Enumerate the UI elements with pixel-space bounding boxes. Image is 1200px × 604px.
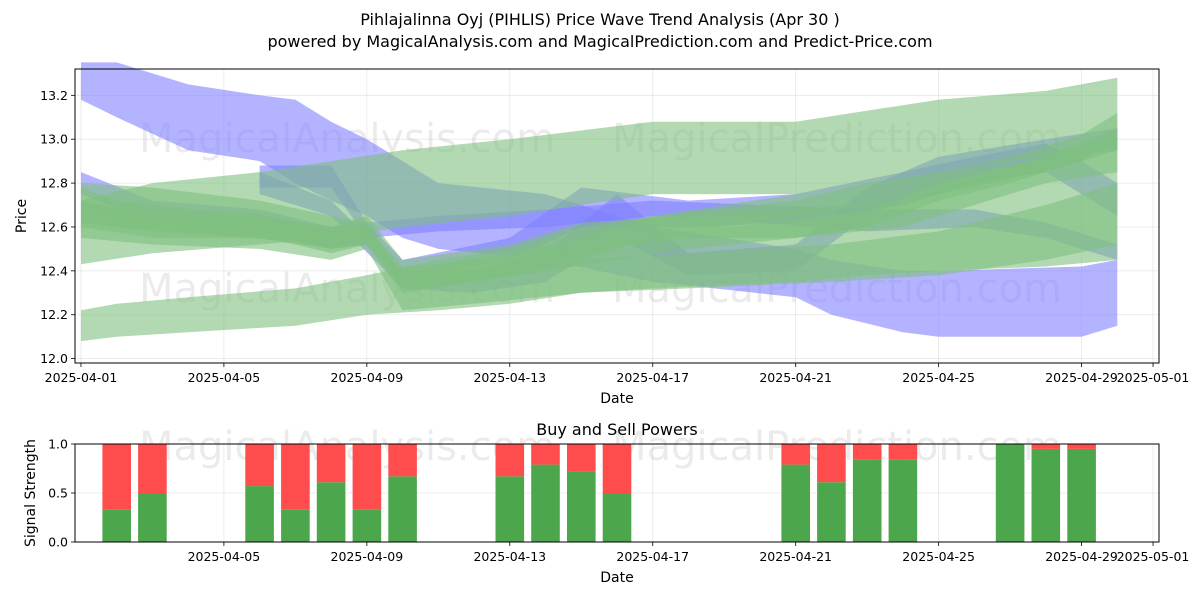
buy-power-bar bbox=[281, 509, 310, 542]
sell-power-bar bbox=[531, 444, 560, 465]
x-tick-label: 2025-04-25 bbox=[902, 549, 975, 564]
x-tick-label: 2025-04-01 bbox=[45, 370, 118, 385]
buy-power-bar bbox=[1031, 448, 1061, 542]
buy-power-bar bbox=[817, 482, 846, 542]
buy-power-bar bbox=[245, 486, 274, 542]
y-tick-label: 12.0 bbox=[40, 351, 68, 366]
y-tick-label: 12.4 bbox=[40, 263, 68, 278]
x-tick-label: 2025-04-29 bbox=[1045, 370, 1118, 385]
bars-x-ticks: 2025-04-05 2025-04-09 2025-04-13 2025-04-17… bbox=[188, 542, 1190, 564]
buy-power-bar bbox=[888, 459, 918, 542]
x-tick-label: 2025-05-01 bbox=[1117, 549, 1190, 564]
sell-power-bar bbox=[781, 444, 810, 465]
bars-y-ticks: 0.0 0.5 1.0 bbox=[48, 437, 75, 550]
sell-power-bar bbox=[817, 444, 846, 483]
watermark-text: MagicalAnalysis.com bbox=[139, 424, 555, 470]
main-y-axis-label: Price bbox=[14, 199, 30, 233]
buy-power-bar bbox=[531, 464, 560, 542]
y-tick-label: 13.2 bbox=[40, 88, 68, 103]
x-tick-label: 2025-04-17 bbox=[616, 549, 689, 564]
sell-power-bar bbox=[567, 444, 596, 472]
buy-power-bar bbox=[567, 471, 596, 542]
green-trend-band bbox=[81, 128, 1118, 293]
x-tick-label: 2025-04-05 bbox=[188, 549, 261, 564]
x-tick-label: 2025-04-21 bbox=[759, 549, 832, 564]
green-trend-band bbox=[81, 183, 1118, 311]
sell-power-bar bbox=[888, 444, 918, 460]
buy-power-bar bbox=[995, 444, 1025, 542]
sell-power-bar bbox=[316, 444, 346, 483]
sell-power-bar bbox=[602, 444, 632, 493]
y-tick-label: 0.0 bbox=[48, 535, 68, 550]
buy-power-bar bbox=[1067, 448, 1096, 542]
sell-power-bar bbox=[138, 444, 167, 493]
sell-power-bar bbox=[1031, 444, 1061, 449]
x-tick-label: 2025-04-13 bbox=[473, 549, 546, 564]
buy-power-bar bbox=[602, 493, 632, 542]
sell-power-bar bbox=[102, 444, 131, 510]
x-tick-label: 2025-04-25 bbox=[902, 370, 975, 385]
chart-subtitle: powered by MagicalAnalysis.com and Magic… bbox=[267, 32, 932, 51]
x-tick-label: 2025-04-17 bbox=[616, 370, 689, 385]
main-x-axis-label: Date bbox=[600, 391, 633, 407]
x-tick-label: 2025-05-01 bbox=[1117, 370, 1190, 385]
sell-power-bar bbox=[388, 444, 417, 477]
bars-x-axis-label: Date bbox=[600, 570, 633, 586]
y-tick-label: 0.5 bbox=[48, 486, 68, 501]
sell-power-bar bbox=[495, 444, 525, 477]
main-x-ticks: 2025-04-01 2025-04-05 2025-04-09 2025-04-13… bbox=[45, 363, 1190, 385]
sell-power-bar bbox=[281, 444, 310, 510]
buy-power-bar bbox=[495, 476, 525, 542]
buy-power-bar bbox=[316, 482, 346, 542]
x-tick-label: 2025-04-29 bbox=[1045, 549, 1118, 564]
buy-power-bar bbox=[852, 459, 882, 542]
x-tick-label: 2025-04-09 bbox=[331, 549, 404, 564]
bars-y-axis-label: Signal Strength bbox=[23, 439, 39, 547]
x-tick-label: 2025-04-21 bbox=[759, 370, 832, 385]
chart-title: Pihlajalinna Oyj (PIHLIS) Price Wave Tre… bbox=[360, 10, 840, 29]
main-y-ticks: 12.0 12.2 12.4 12.6 12.8 13.0 13.2 bbox=[40, 88, 75, 366]
main-plot-frame bbox=[74, 68, 1160, 364]
x-tick-label: 2025-04-09 bbox=[331, 370, 404, 385]
sell-power-bar bbox=[1067, 444, 1096, 449]
x-tick-label: 2025-04-05 bbox=[188, 370, 261, 385]
y-tick-label: 12.6 bbox=[40, 219, 68, 234]
buy-power-bar bbox=[102, 509, 131, 542]
buy-power-bar bbox=[138, 493, 167, 542]
buy-power-bar bbox=[388, 476, 417, 542]
sell-power-bar bbox=[852, 444, 882, 460]
y-tick-label: 1.0 bbox=[48, 437, 68, 452]
sell-power-bar bbox=[245, 444, 274, 487]
sell-power-bar bbox=[352, 444, 382, 510]
bars-marks bbox=[102, 444, 1096, 542]
bars-title: Buy and Sell Powers bbox=[536, 420, 698, 439]
main-bands bbox=[81, 62, 1118, 342]
buy-power-bar bbox=[352, 509, 382, 542]
y-tick-label: 12.2 bbox=[40, 307, 68, 322]
y-tick-label: 13.0 bbox=[40, 132, 68, 147]
x-tick-label: 2025-04-13 bbox=[473, 370, 546, 385]
y-tick-label: 12.8 bbox=[40, 176, 68, 191]
buy-power-bar bbox=[781, 464, 810, 542]
